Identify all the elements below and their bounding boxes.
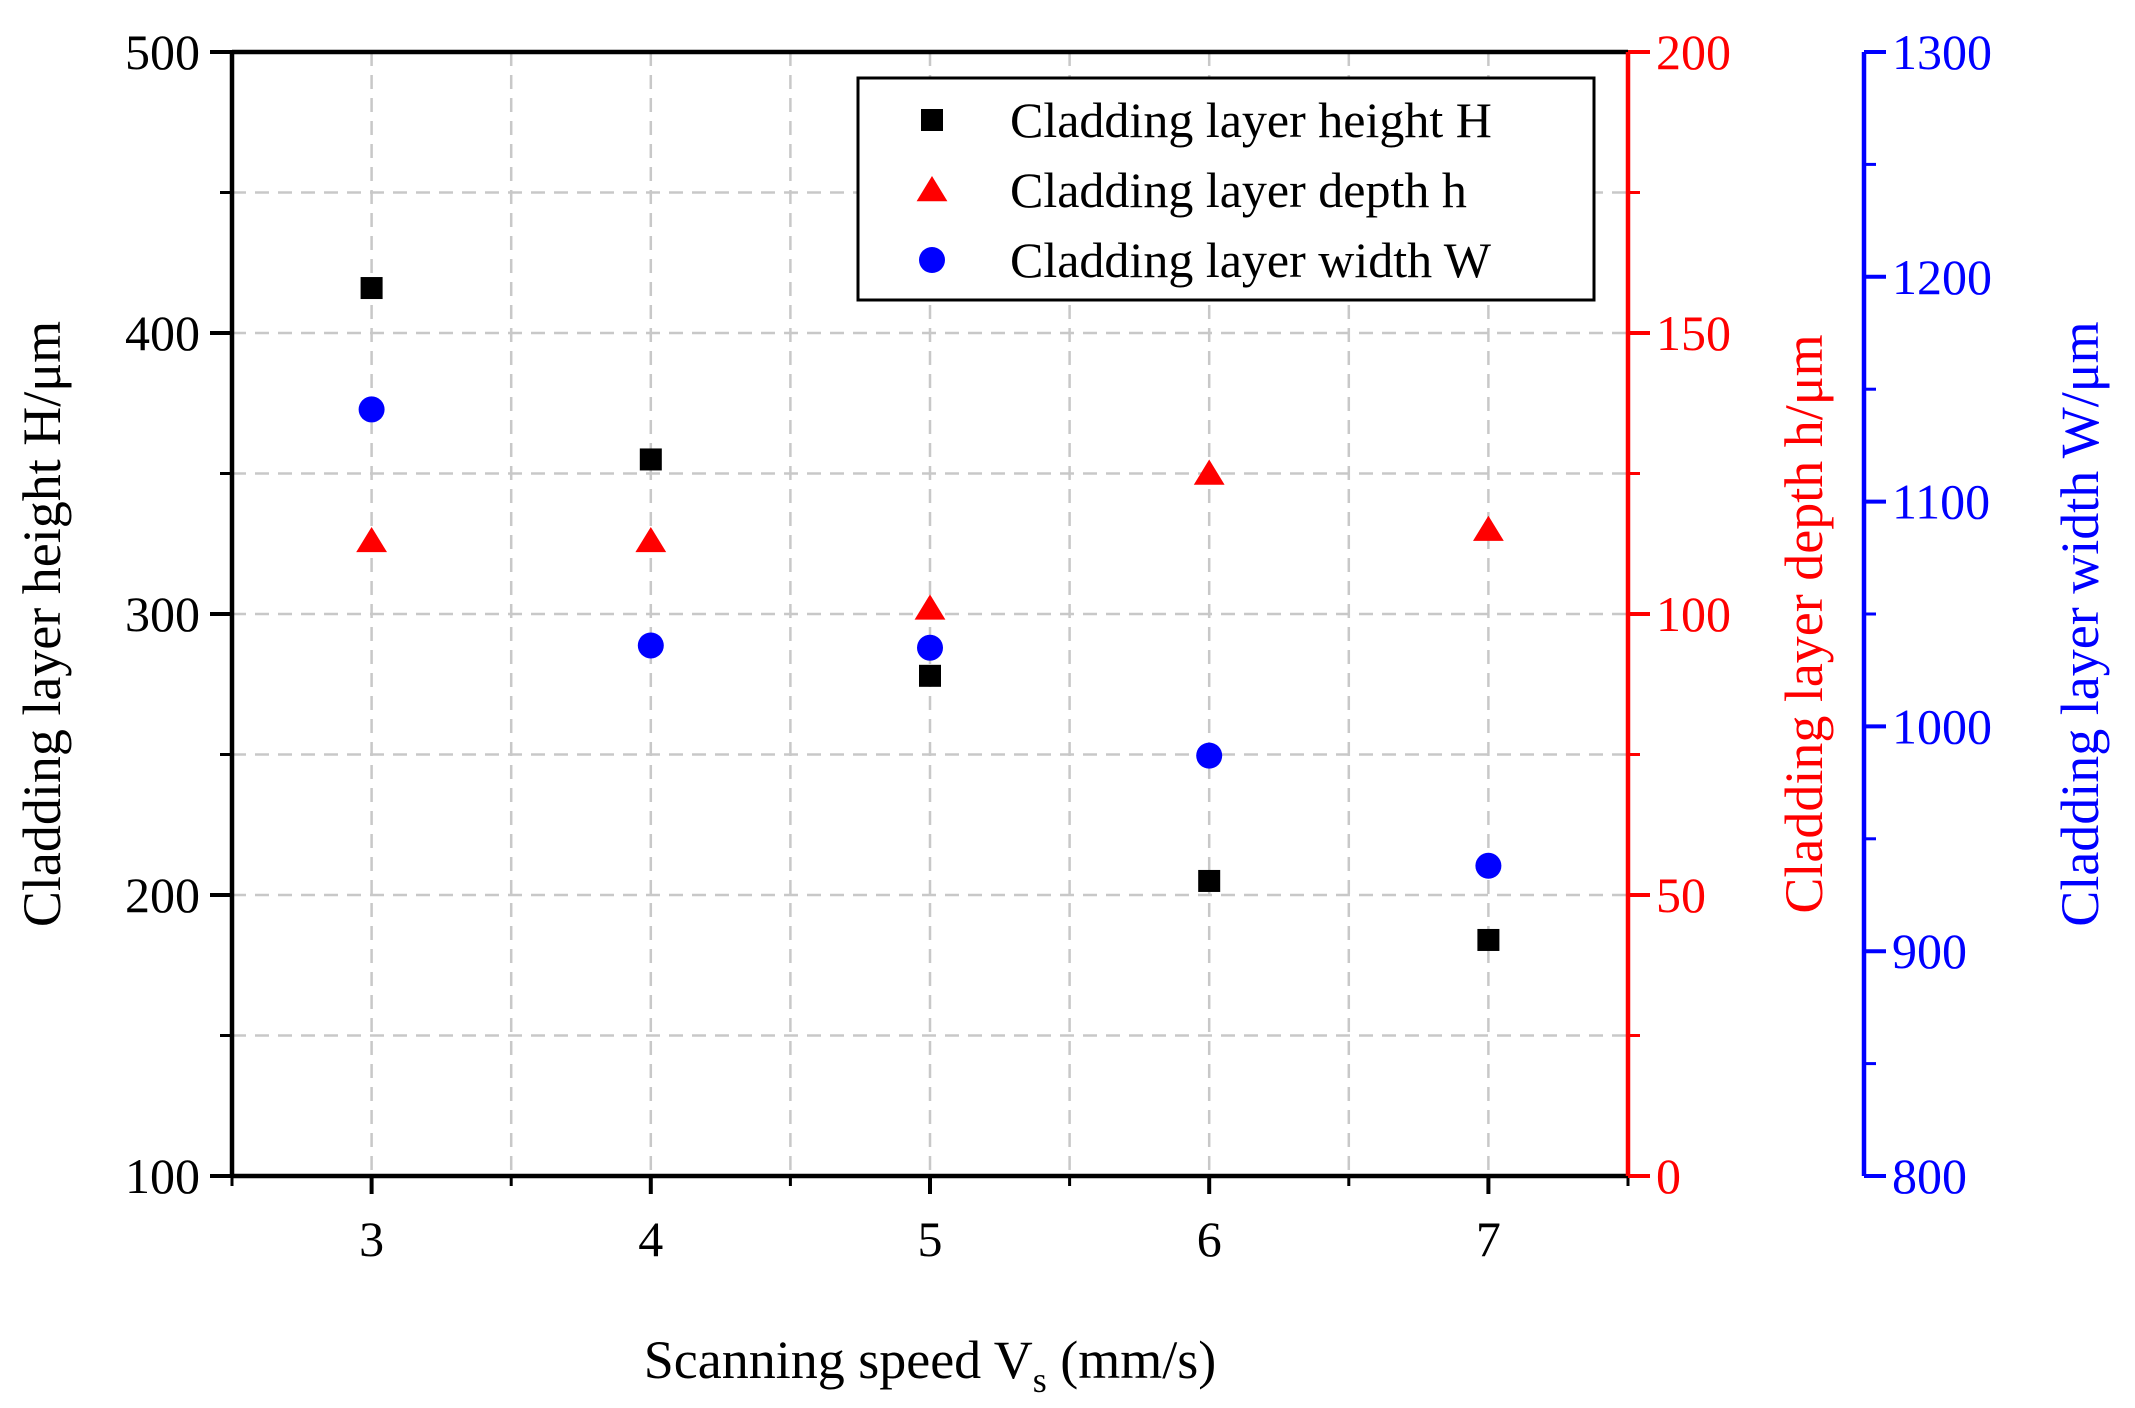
data-point-triangle-4 bbox=[1193, 459, 1225, 485]
data-point-circle-3 bbox=[917, 634, 943, 661]
data-point-square-3 bbox=[919, 664, 941, 687]
x-tick-label: 5 bbox=[918, 1211, 943, 1267]
y-tick-label-left: 400 bbox=[125, 305, 200, 361]
y-tick-label-right2: 1100 bbox=[1892, 474, 1990, 530]
y-axis-title-right2: Cladding layer width W/μm bbox=[2050, 321, 2110, 926]
data-point-circle-5 bbox=[1475, 852, 1502, 879]
data-marks bbox=[356, 277, 1504, 951]
data-point-square-4 bbox=[1198, 869, 1221, 892]
y-tick-label-right1: 150 bbox=[1656, 305, 1731, 361]
data-point-triangle-5 bbox=[1473, 515, 1504, 541]
y-tick-label-left: 500 bbox=[125, 24, 200, 80]
y-tick-label-right1: 50 bbox=[1656, 867, 1706, 923]
y-axis-title-left: Cladding layer height H/μm bbox=[12, 321, 72, 927]
y-tick-label-right1: 100 bbox=[1656, 586, 1731, 642]
data-point-circle-1 bbox=[358, 396, 385, 423]
data-point-circle-4 bbox=[1196, 742, 1223, 769]
legend-label: Cladding layer height H bbox=[1010, 92, 1492, 148]
y-tick-label-right2: 900 bbox=[1892, 923, 1967, 979]
data-point-square-2 bbox=[639, 448, 662, 471]
y-tick-label-right2: 1000 bbox=[1892, 698, 1992, 754]
legend-label: Cladding layer width W bbox=[1010, 232, 1492, 288]
legend-label: Cladding layer depth h bbox=[1010, 162, 1467, 218]
axes: 3 4 5 6 7 Scanning speed Vs (mm/s) 100 200 300 40… bbox=[12, 24, 2110, 1400]
x-tick-label: 7 bbox=[1476, 1211, 1501, 1267]
y-tick-label-left: 300 bbox=[125, 586, 200, 642]
legend-marker-circle bbox=[919, 247, 945, 273]
data-point-square-1 bbox=[360, 277, 383, 300]
x-axis-title: Scanning speed Vs (mm/s) bbox=[644, 1330, 1216, 1400]
legend-box bbox=[856, 76, 1596, 302]
x-tick-label: 3 bbox=[359, 1211, 384, 1267]
legend-marker-square bbox=[921, 109, 943, 131]
x-axis-title-main: Scanning speed V bbox=[644, 1330, 1033, 1390]
y-tick-label-right1: 0 bbox=[1656, 1148, 1681, 1204]
y-tick-label-right2: 1300 bbox=[1892, 24, 1992, 80]
legend-marker-triangle bbox=[916, 176, 948, 202]
x-tick-label: 4 bbox=[638, 1211, 663, 1267]
y-axis-title-right1: Cladding layer depth h/μm bbox=[1774, 334, 1834, 913]
data-point-circle-2 bbox=[637, 632, 664, 659]
y-tick-label-right2: 800 bbox=[1892, 1148, 1967, 1204]
data-point-triangle-3 bbox=[914, 594, 946, 620]
legend: Cladding layer height H Cladding layer de… bbox=[856, 76, 1596, 302]
x-tick-label: 6 bbox=[1197, 1211, 1222, 1267]
data-point-triangle-1 bbox=[356, 526, 387, 553]
data-point-triangle-2 bbox=[635, 526, 667, 553]
y-tick-label-right2: 1200 bbox=[1892, 249, 1992, 305]
y-tick-label-right1: 200 bbox=[1656, 24, 1731, 80]
y-tick-label-left: 200 bbox=[125, 867, 200, 923]
x-axis-title-unit: (mm/s) bbox=[1047, 1330, 1217, 1390]
x-axis-title-subscript: s bbox=[1033, 1360, 1047, 1400]
y-tick-label-left: 100 bbox=[125, 1148, 200, 1204]
data-point-square-5 bbox=[1477, 928, 1500, 951]
